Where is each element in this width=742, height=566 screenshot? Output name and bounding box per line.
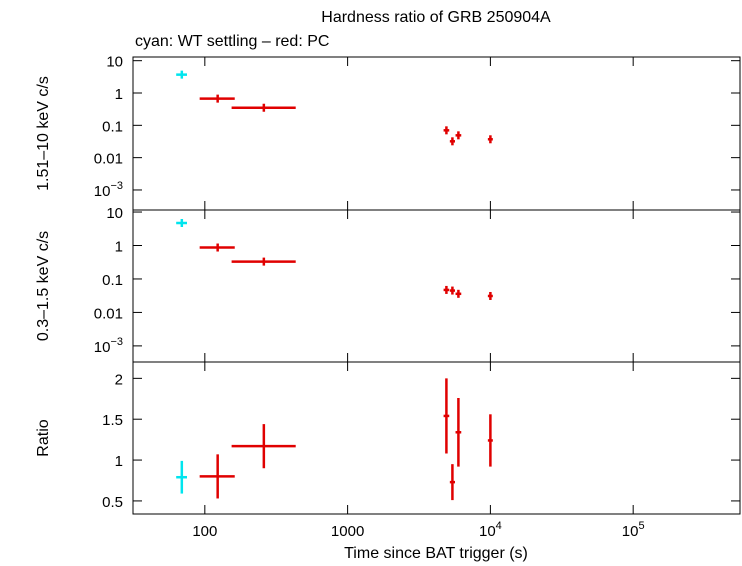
data-point <box>487 291 493 300</box>
data-point <box>443 285 450 294</box>
chart-subtitle: cyan: WT settling – red: PC <box>135 33 329 50</box>
y-tick-label-base: 1 <box>115 86 123 103</box>
y-tick-label-base: 10 <box>106 205 123 222</box>
y-tick-label: 0.01 <box>94 151 123 168</box>
y-axis-label: 1.51–10 keV c/s <box>35 76 52 191</box>
data-point <box>449 137 455 146</box>
y-tick-label-base: 0.01 <box>94 151 123 168</box>
x-tick-label-base: 10 <box>622 523 639 540</box>
y-tick-label-base: 0.1 <box>102 272 123 289</box>
y-tick-label-exponent: −3 <box>110 336 123 348</box>
y-tick-label: 1 <box>115 238 123 255</box>
y-tick-label: 1 <box>115 453 123 470</box>
y-tick-label: 0.01 <box>94 305 123 322</box>
data-point <box>199 243 235 252</box>
y-tick-label: 1.5 <box>102 412 123 429</box>
y-tick-label: 0.1 <box>102 272 123 289</box>
data-point <box>199 94 235 103</box>
data-point <box>487 135 493 144</box>
data-point <box>231 257 296 266</box>
y-tick-label: 1 <box>115 86 123 103</box>
data-point <box>455 289 462 298</box>
data-point <box>231 103 296 112</box>
y-tick-label-base: 1 <box>115 238 123 255</box>
x-tick-label: 105 <box>622 520 645 540</box>
plot-frame <box>132 56 741 211</box>
data-point <box>231 424 296 469</box>
x-tick-label: 100 <box>192 523 217 540</box>
y-tick-label: 0.5 <box>102 494 123 511</box>
y-tick-label: 10 <box>106 54 123 71</box>
data-point <box>176 460 187 494</box>
y-tick-label-base: 10 <box>94 183 111 200</box>
y-tick-label-exponent: −3 <box>110 180 123 192</box>
y-tick-label: 10−3 <box>94 180 123 200</box>
x-tick-label: 1000 <box>331 523 364 540</box>
x-axis-label: Time since BAT trigger (s) <box>344 545 528 562</box>
data-point <box>455 131 462 140</box>
plot-frame <box>132 209 741 363</box>
data-point <box>176 219 187 228</box>
y-tick-label-base: 0.1 <box>102 118 123 135</box>
y-tick-label: 10−3 <box>94 336 123 356</box>
y-axis-label: Ratio <box>35 419 52 456</box>
data-point <box>176 70 187 79</box>
y-axis-label: 0.3–1.5 keV c/s <box>35 231 52 341</box>
data-point <box>449 464 455 501</box>
data-point <box>487 414 493 467</box>
data-point <box>449 286 455 295</box>
y-tick-label-base: 0.01 <box>94 305 123 322</box>
data-point <box>443 378 450 454</box>
chart-title: Hardness ratio of GRB 250904A <box>321 9 551 26</box>
x-tick-label-exponent: 5 <box>638 520 644 532</box>
data-point <box>455 397 462 467</box>
y-tick-label: 10 <box>106 205 123 222</box>
plot-frame <box>132 361 741 515</box>
y-tick-label-base: 10 <box>94 339 111 356</box>
x-tick-label-base: 10 <box>479 523 496 540</box>
x-tick-label-exponent: 4 <box>496 520 502 532</box>
data-point <box>443 126 450 135</box>
y-tick-label: 2 <box>115 371 123 388</box>
data-point <box>199 454 235 499</box>
y-tick-label: 0.1 <box>102 118 123 135</box>
y-tick-label-base: 10 <box>106 54 123 71</box>
x-tick-label: 104 <box>479 520 502 540</box>
